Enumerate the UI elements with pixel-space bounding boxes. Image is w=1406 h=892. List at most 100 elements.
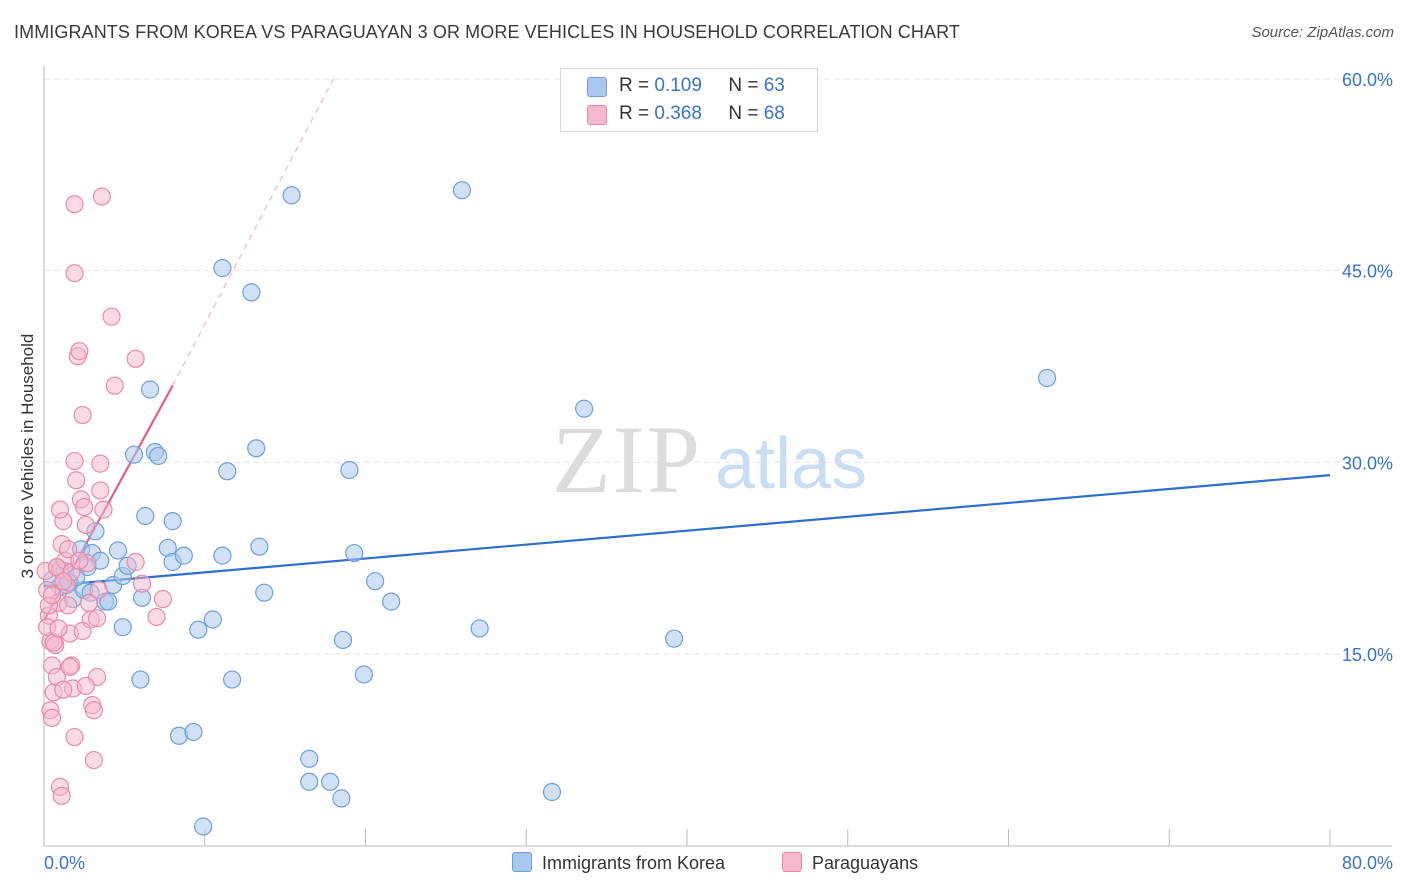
watermark-zip: ZIP bbox=[552, 406, 702, 513]
korea-point bbox=[665, 629, 684, 648]
korea-point bbox=[354, 665, 373, 684]
paraguay-point bbox=[89, 581, 108, 600]
paraguay-point bbox=[42, 586, 62, 605]
legend-r-label: R = bbox=[619, 103, 650, 124]
paraguay-point bbox=[65, 451, 84, 471]
paraguay-point bbox=[52, 786, 71, 805]
korea-point bbox=[340, 460, 359, 480]
paraguay-point bbox=[65, 727, 84, 747]
legend-n-label: N = bbox=[728, 75, 759, 96]
korea-point bbox=[222, 670, 242, 689]
korea-point bbox=[124, 445, 144, 464]
y-tick-label-45: 45.0% bbox=[1342, 262, 1393, 282]
paraguay-point bbox=[73, 405, 92, 425]
paraguay-point bbox=[132, 574, 152, 593]
paraguay-point bbox=[75, 497, 94, 517]
korea-point bbox=[136, 506, 155, 526]
paraguay-points bbox=[36, 187, 173, 805]
korea-point bbox=[452, 181, 472, 200]
bottom-legend-swatch-paraguay bbox=[782, 852, 802, 872]
korea-point bbox=[470, 619, 489, 638]
trend-lines bbox=[43, 78, 1331, 622]
korea-point bbox=[203, 610, 222, 629]
x-tick-label-max: 80.0% bbox=[1342, 853, 1393, 873]
paraguay-point bbox=[70, 551, 89, 570]
korea-point bbox=[332, 789, 351, 808]
bottom-legend-paraguay: Paraguayans bbox=[782, 852, 918, 874]
stats-legend: R = 0.109 N = 63 R = 0.368 N = 68 bbox=[560, 68, 818, 132]
chart-title: IMMIGRANTS FROM KOREA VS PARAGUAYAN 3 OR… bbox=[14, 22, 960, 42]
korea-point bbox=[382, 592, 401, 611]
korea-point bbox=[247, 439, 266, 458]
korea-point bbox=[189, 620, 208, 639]
korea-point bbox=[300, 749, 319, 768]
legend-n-label: N = bbox=[728, 103, 759, 124]
korea-point bbox=[140, 380, 160, 399]
paraguay-point bbox=[59, 596, 78, 615]
y-tick-label-60: 60.0% bbox=[1342, 70, 1393, 90]
korea-point bbox=[108, 541, 128, 560]
legend-swatch-korea bbox=[587, 77, 607, 97]
bottom-legend-label-paraguay: Paraguayans bbox=[812, 853, 919, 873]
paraguay-point bbox=[70, 342, 89, 361]
bottom-legend-swatch-korea bbox=[512, 852, 532, 872]
korea-point bbox=[113, 618, 132, 637]
bottom-legend-korea: Immigrants from Korea bbox=[512, 852, 725, 874]
trend-line-paraguay-extension bbox=[172, 78, 334, 386]
korea-point bbox=[174, 546, 193, 565]
korea-point bbox=[255, 583, 274, 602]
korea-point bbox=[575, 399, 594, 418]
legend-swatch-paraguay bbox=[587, 105, 607, 125]
korea-point bbox=[282, 186, 301, 205]
korea-point bbox=[1037, 368, 1057, 388]
paraguay-point bbox=[65, 195, 84, 214]
x-tick-label-min: 0.0% bbox=[44, 853, 85, 873]
y-axis-label: 3 or more Vehicles in Household bbox=[18, 333, 37, 579]
paraguay-point bbox=[147, 607, 166, 627]
korea-point bbox=[213, 259, 232, 278]
paraguay-point bbox=[94, 500, 113, 519]
gridlines bbox=[44, 78, 1392, 655]
watermark-atlas: atlas bbox=[715, 424, 867, 504]
paraguay-point bbox=[65, 264, 84, 283]
paraguay-point bbox=[91, 481, 110, 500]
trend-line-korea bbox=[43, 474, 1331, 588]
korea-point bbox=[194, 817, 213, 836]
paraguay-point bbox=[92, 187, 111, 206]
korea-point bbox=[184, 722, 203, 742]
paraguay-point bbox=[60, 657, 79, 676]
korea-point bbox=[242, 283, 261, 302]
korea-point bbox=[149, 446, 168, 466]
paraguay-point bbox=[54, 680, 73, 699]
paraguay-point bbox=[73, 621, 92, 641]
korea-point bbox=[131, 670, 150, 689]
legend-n-value-korea: 63 bbox=[763, 75, 785, 96]
korea-point bbox=[366, 572, 385, 591]
legend-r-value-paraguay: 0.368 bbox=[654, 103, 702, 124]
korea-point bbox=[345, 543, 364, 563]
korea-point bbox=[333, 630, 353, 650]
paraguay-point bbox=[50, 500, 70, 519]
y-tick-label-15: 15.0% bbox=[1342, 645, 1393, 665]
legend-n-value-paraguay: 68 bbox=[763, 103, 785, 124]
watermark: ZIP atlas bbox=[552, 406, 867, 513]
korea-point bbox=[250, 537, 269, 556]
paraguay-point bbox=[84, 701, 103, 720]
paraguay-point bbox=[102, 307, 121, 326]
tick-labels: 15.0% 30.0% 45.0% 60.0% 0.0% 80.0% bbox=[44, 70, 1393, 873]
korea-point bbox=[542, 782, 562, 802]
paraguay-point bbox=[87, 609, 107, 628]
paraguay-point bbox=[76, 676, 95, 696]
paraguay-point bbox=[42, 708, 62, 727]
paraguay-point bbox=[126, 349, 145, 368]
paraguay-point bbox=[67, 471, 86, 490]
korea-point bbox=[163, 512, 182, 531]
paraguay-point bbox=[84, 750, 103, 770]
source-label: Source: ZipAtlas.com bbox=[1251, 24, 1394, 41]
korea-point bbox=[213, 546, 232, 565]
bottom-legend-label-korea: Immigrants from Korea bbox=[542, 853, 726, 873]
paraguay-point bbox=[153, 589, 173, 609]
paraguay-point bbox=[59, 540, 78, 559]
y-tick-label-30: 30.0% bbox=[1342, 453, 1393, 473]
paraguay-point bbox=[76, 515, 95, 535]
